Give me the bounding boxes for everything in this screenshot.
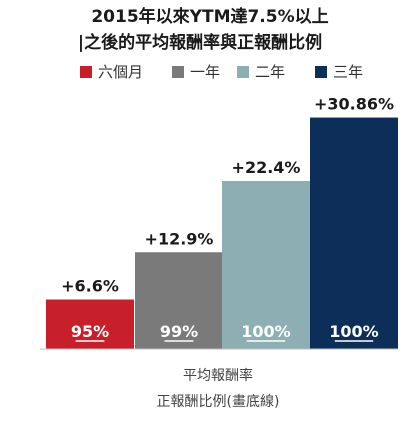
legend-label-1: 六個月 (98, 63, 143, 81)
x-axis-label-line-1: 平均報酬率 (183, 367, 253, 384)
chart-title-line-2: |之後的平均報酬率與正報酬比例 (78, 32, 322, 53)
legend-swatch-1 (80, 66, 92, 78)
bar-2 (135, 252, 223, 349)
legend-swatch-3 (237, 66, 249, 78)
bar-3 (222, 181, 310, 349)
positive-ratio-label-3: 100% (241, 322, 290, 341)
positive-ratio-label-4: 100% (329, 322, 378, 341)
avg-return-label-4: +30.86% (314, 95, 394, 114)
legend: 六個月 一年 二年 三年 (80, 63, 363, 81)
bars-group: +6.6% 95% +12.9% 99% +22.4% 100% +30.86% 100% (46, 95, 398, 349)
positive-ratio-label-2: 99% (160, 322, 198, 341)
avg-return-label-1: +6.6% (61, 277, 119, 296)
positive-ratio-label-1: 95% (71, 322, 109, 341)
legend-label-3: 二年 (255, 63, 285, 81)
avg-return-label-3: +22.4% (232, 158, 301, 177)
legend-label-4: 三年 (333, 63, 363, 81)
x-axis-label-line-2: 正報酬比例(畫底線) (157, 394, 280, 410)
legend-label-2: 一年 (190, 63, 220, 81)
legend-swatch-2 (172, 66, 184, 78)
avg-return-label-2: +12.9% (145, 229, 214, 248)
bar-4 (310, 117, 398, 349)
chart-title-line-1: 2015年以來YTM達7.5%以上 (91, 6, 328, 27)
legend-swatch-4 (315, 66, 327, 78)
